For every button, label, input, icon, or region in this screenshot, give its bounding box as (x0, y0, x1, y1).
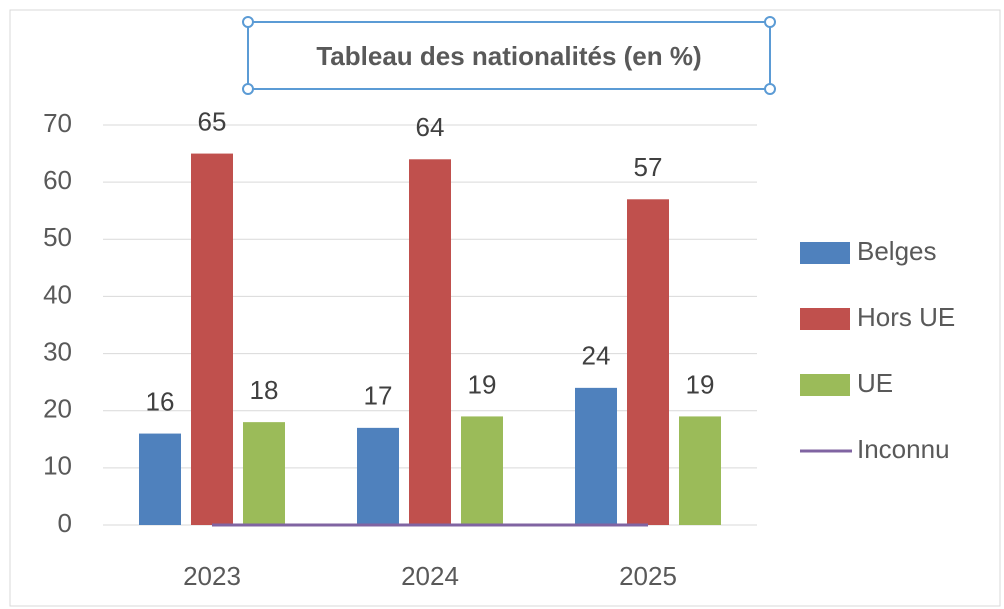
y-tick-label: 20 (43, 394, 72, 424)
data-label: 19 (686, 369, 715, 399)
x-tick-label: 2025 (619, 561, 677, 591)
legend-label: Hors UE (857, 302, 955, 332)
data-label: 17 (364, 381, 393, 411)
legend-swatch (800, 374, 850, 396)
data-label: 16 (146, 386, 175, 416)
data-label: 57 (634, 152, 663, 182)
y-tick-label: 0 (58, 508, 72, 538)
y-tick-label: 10 (43, 451, 72, 481)
data-label: 24 (582, 341, 611, 371)
bar (627, 199, 669, 526)
title-selection (247, 21, 771, 90)
bar (575, 387, 617, 525)
bar (357, 427, 399, 525)
data-label: 19 (468, 369, 497, 399)
legend-label: UE (857, 368, 893, 398)
selection-handles (242, 16, 776, 95)
y-tick-label: 40 (43, 279, 72, 309)
data-label: 18 (250, 375, 279, 405)
legend-swatch (800, 308, 850, 330)
bar (191, 153, 233, 526)
legend-label: Inconnu (857, 434, 950, 464)
y-tick-label: 70 (43, 108, 72, 138)
data-label: 64 (416, 112, 445, 142)
legend-label: Belges (857, 236, 937, 266)
data-label: 65 (198, 106, 227, 136)
y-tick-label: 50 (43, 222, 72, 252)
x-tick-label: 2023 (183, 561, 241, 591)
bar (461, 416, 503, 525)
bar (243, 422, 285, 525)
bar (409, 159, 451, 526)
bar (139, 433, 181, 525)
legend-swatch (800, 242, 850, 264)
y-tick-label: 60 (43, 165, 72, 195)
y-tick-label: 30 (43, 336, 72, 366)
chart-title: Tableau des nationalités (en %) (316, 41, 701, 71)
bar (679, 416, 721, 525)
x-tick-label: 2024 (401, 561, 459, 591)
